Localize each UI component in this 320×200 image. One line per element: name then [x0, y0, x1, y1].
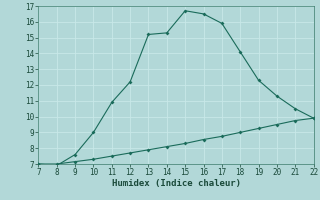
X-axis label: Humidex (Indice chaleur): Humidex (Indice chaleur) [111, 179, 241, 188]
